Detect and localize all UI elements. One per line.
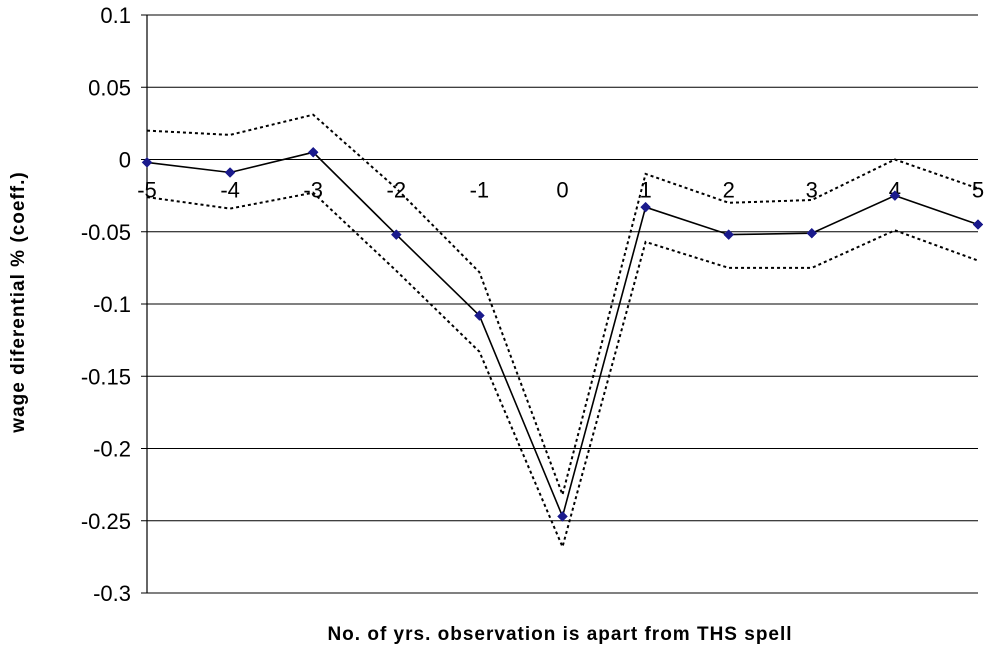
y-tick-labels: 0.1 0.05 0 -0.05 -0.1 -0.15 -0.2 -0.25 -0.3 — [81, 3, 131, 606]
y-tick-label: -0.15 — [81, 364, 131, 389]
x-tick-label: 5 — [972, 178, 984, 203]
x-tick-label: -3 — [303, 178, 323, 203]
y-tick-label: -0.2 — [93, 437, 131, 462]
data-point-marker — [557, 511, 568, 522]
series-line-confidence-bound — [146, 113, 979, 499]
x-tick-label: 3 — [806, 178, 818, 203]
data-point-marker — [972, 219, 984, 230]
data-point-marker — [141, 157, 153, 168]
x-tick-label: 2 — [723, 178, 735, 203]
data-point-marker — [224, 167, 236, 178]
x-tick-label: -4 — [220, 178, 240, 203]
data-point-marker — [889, 190, 901, 201]
x-tick-labels: -5 -4 -3 -2 -1 0 1 2 3 4 5 — [137, 178, 984, 203]
data-point-marker — [640, 201, 651, 213]
y-tick-label: 0.05 — [88, 75, 131, 100]
y-tick-label: -0.25 — [81, 509, 131, 534]
x-tick-label: 0 — [556, 178, 568, 203]
x-tick-label: -5 — [137, 178, 157, 203]
series-line-coefficient — [146, 151, 979, 519]
data-point-marker — [723, 229, 735, 240]
y-tick-label: 0 — [119, 148, 131, 173]
y-tick-label: -0.1 — [93, 292, 131, 317]
x-tick-label: -2 — [387, 178, 407, 203]
data-point-marker — [474, 310, 485, 321]
x-axis-title: No. of yrs. observation is apart from TH… — [327, 624, 792, 645]
y-tick-label: -0.05 — [81, 220, 131, 245]
data-point-marker — [806, 227, 818, 239]
y-tick-label: 0.1 — [100, 3, 131, 28]
series-markers — [141, 146, 984, 522]
x-tick-label: -1 — [470, 178, 490, 203]
y-axis-title: wage diferential % (coeff.) — [8, 171, 29, 433]
data-point-marker — [307, 146, 319, 158]
grid-lines — [141, 14, 978, 594]
data-point-marker — [390, 229, 402, 240]
y-tick-label: -0.3 — [93, 581, 131, 606]
series-line-confidence-bound — [146, 191, 979, 550]
